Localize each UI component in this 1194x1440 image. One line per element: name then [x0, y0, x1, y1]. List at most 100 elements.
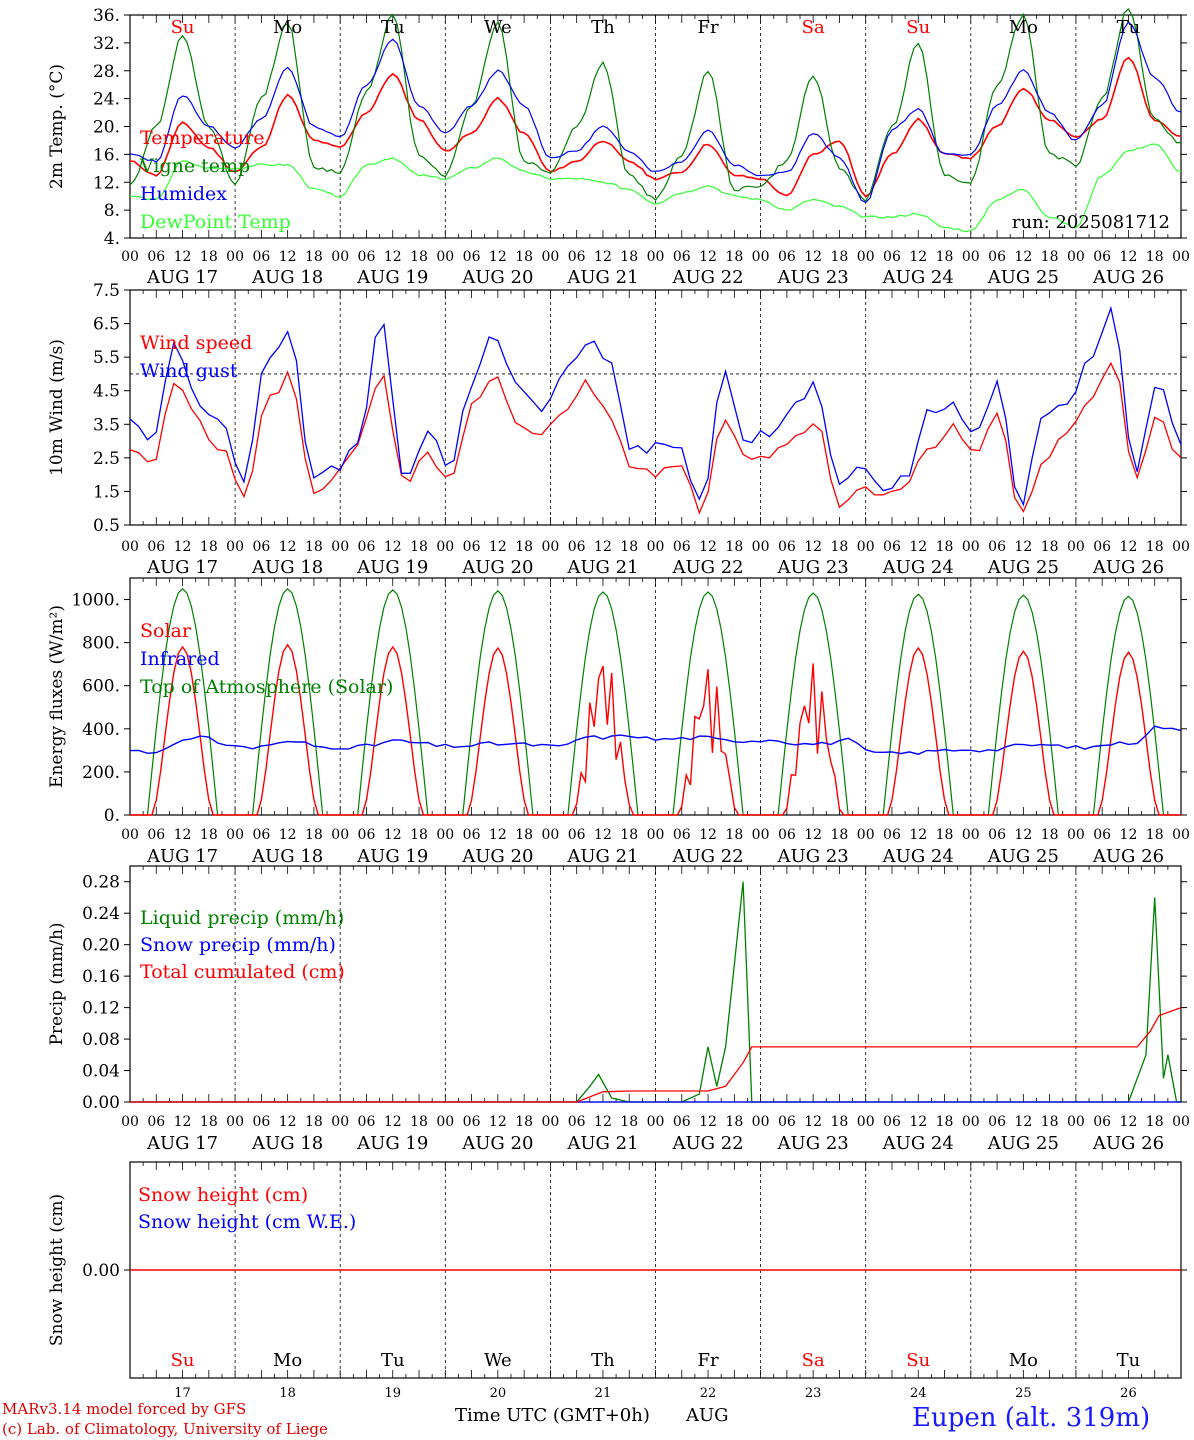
hour-tick-label: 12	[279, 827, 297, 843]
date-label: AUG 18	[251, 1133, 323, 1154]
weekday-label: Sa	[802, 1350, 825, 1371]
legend-snow-height-cm-w-e-: Snow height (cm W.E.)	[138, 1211, 356, 1233]
hour-tick-label: 12	[1014, 1114, 1032, 1130]
run-annotation: run: 2025081712	[1012, 212, 1170, 233]
model-credit: MARv3.14 model forced by GFS	[2, 1400, 247, 1418]
day-number-label: 19	[384, 1386, 401, 1401]
legend-solar: Solar	[140, 620, 192, 642]
hour-tick-label: 18	[1041, 1114, 1059, 1130]
y-axis-label: Energy fluxes (W/m²)	[47, 605, 67, 788]
hour-tick-label: 00	[1067, 249, 1085, 265]
hour-tick-label: 18	[1146, 249, 1164, 265]
y-tick-label: 0.5	[93, 516, 120, 536]
legend-dewpoint-temp: DewPoint Temp	[140, 211, 291, 233]
hour-tick-label: 06	[1093, 1114, 1111, 1130]
hour-tick-label: 00	[226, 539, 244, 555]
date-label: AUG 17	[146, 846, 218, 867]
date-label: AUG 21	[566, 557, 638, 578]
date-label: AUG 21	[566, 846, 638, 867]
time-axis-label: Time UTC (GMT+0h)	[455, 1405, 650, 1426]
date-label: AUG 18	[251, 557, 323, 578]
hour-tick-label: 00	[1172, 249, 1190, 265]
hour-tick-label: 12	[699, 539, 717, 555]
hour-tick-label: 18	[200, 827, 218, 843]
hour-tick-label: 18	[1146, 827, 1164, 843]
hour-tick-label: 00	[331, 827, 349, 843]
hour-tick-label: 06	[147, 827, 165, 843]
legend-snow-height-cm-: Snow height (cm)	[138, 1184, 308, 1206]
station-label: Eupen (alt. 319m)	[912, 1403, 1151, 1433]
y-tick-label: 0.20	[82, 936, 120, 956]
hour-tick-label: 06	[463, 249, 481, 265]
y-tick-label: 8.	[104, 201, 120, 221]
hour-tick-label: 18	[936, 249, 954, 265]
hour-tick-label: 06	[673, 1114, 691, 1130]
date-label: AUG 17	[146, 1133, 218, 1154]
weekday-label: Th	[591, 17, 615, 38]
y-tick-label: 16.	[93, 145, 120, 165]
y-tick-label: 28.	[93, 62, 120, 82]
hour-tick-label: 18	[1041, 827, 1059, 843]
hour-tick-label: 00	[962, 249, 980, 265]
legend-total-cumulated-cm-: Total cumulated (cm)	[140, 961, 345, 983]
y-tick-label: 0.08	[82, 1030, 120, 1050]
hour-tick-label: 00	[752, 249, 770, 265]
hour-tick-label: 12	[909, 827, 927, 843]
hour-tick-label: 18	[410, 1114, 428, 1130]
hour-tick-label: 06	[358, 539, 376, 555]
date-label: AUG 24	[882, 557, 954, 578]
date-label: AUG 17	[146, 267, 218, 288]
hour-tick-label: 06	[778, 1114, 796, 1130]
y-tick-label: 1000.	[71, 591, 120, 611]
date-label: AUG 22	[671, 1133, 743, 1154]
hour-tick-label: 12	[174, 539, 192, 555]
day-number-label: 17	[174, 1386, 191, 1401]
y-tick-label: 0.	[104, 806, 120, 826]
hour-tick-label: 00	[226, 249, 244, 265]
y-tick-label: 7.5	[93, 281, 120, 301]
hour-tick-label: 12	[279, 539, 297, 555]
hour-tick-label: 18	[620, 1114, 638, 1130]
hour-tick-label: 00	[331, 249, 349, 265]
hour-tick-label: 12	[1120, 539, 1138, 555]
y-tick-label: 0.00	[82, 1093, 120, 1113]
legend-humidex: Humidex	[140, 183, 227, 205]
date-label: AUG 18	[251, 846, 323, 867]
hour-tick-label: 12	[279, 1114, 297, 1130]
hour-tick-label: 06	[463, 539, 481, 555]
hour-tick-label: 12	[174, 1114, 192, 1130]
day-number-label: 22	[700, 1386, 717, 1401]
date-label: AUG 21	[566, 1133, 638, 1154]
hour-tick-label: 18	[936, 539, 954, 555]
series-total-cumulated-cm-	[130, 1006, 1182, 1103]
weekday-label: We	[484, 17, 512, 38]
day-number-label: 23	[805, 1386, 822, 1401]
panel-frame	[129, 14, 1182, 239]
hour-tick-label: 12	[384, 539, 402, 555]
hour-tick-label: 00	[331, 539, 349, 555]
hour-tick-label: 12	[594, 539, 612, 555]
hour-tick-label: 18	[725, 249, 743, 265]
date-label: AUG 23	[777, 557, 849, 578]
weekday-label: Th	[591, 1350, 615, 1371]
hour-tick-label: 06	[147, 1114, 165, 1130]
hour-tick-label: 12	[909, 249, 927, 265]
y-tick-label: 32.	[93, 34, 120, 54]
y-tick-label: 36.	[93, 6, 120, 26]
hour-tick-label: 18	[515, 827, 533, 843]
hour-tick-label: 00	[541, 249, 559, 265]
y-axis-label: 10m Wind (m/s)	[47, 339, 67, 476]
series-solar	[130, 643, 1181, 816]
hour-tick-label: 06	[568, 827, 586, 843]
series-wind-speed	[129, 361, 1182, 515]
hour-tick-label: 00	[541, 827, 559, 843]
date-label: AUG 25	[987, 846, 1059, 867]
hour-tick-label: 12	[594, 249, 612, 265]
legend-wind-speed: Wind speed	[140, 332, 252, 354]
weekday-label: Mo	[273, 17, 302, 38]
hour-tick-label: 18	[305, 539, 323, 555]
hour-tick-label: 06	[358, 249, 376, 265]
hour-tick-label: 06	[778, 539, 796, 555]
y-tick-label: 0.00	[82, 1261, 120, 1281]
hour-tick-label: 18	[620, 827, 638, 843]
